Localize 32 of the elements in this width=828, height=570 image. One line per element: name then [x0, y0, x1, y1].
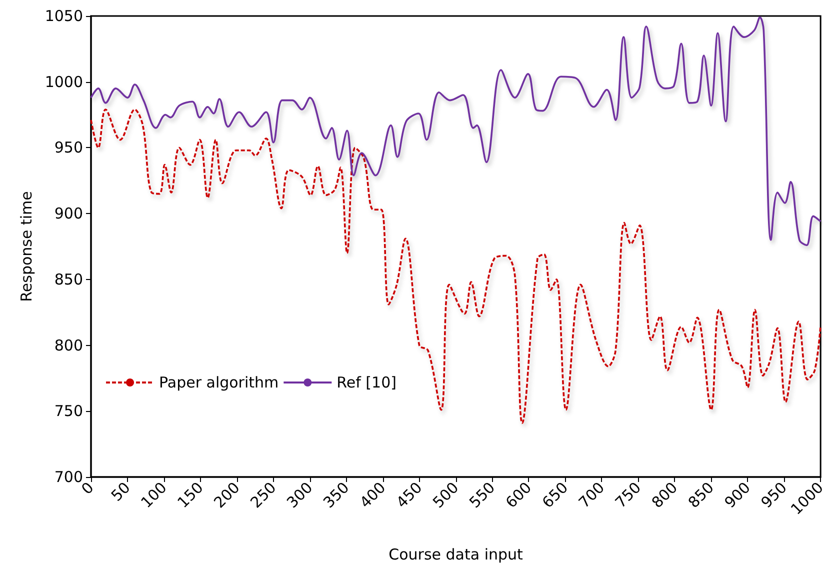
legend-label: Paper algorithm [159, 374, 279, 392]
y-axis-title: Response time [17, 191, 36, 302]
x-tick-label: 400 [356, 478, 390, 512]
y-tick-label: 1050 [44, 7, 83, 25]
line-series [90, 16, 822, 246]
y-tick-label: 950 [54, 138, 83, 157]
x-tick-label: 950 [758, 478, 790, 512]
y-tick-label: 1000 [44, 72, 83, 91]
x-tick-label: 900 [721, 478, 754, 512]
y-tick-label: 850 [54, 270, 83, 288]
x-tick-label: 150 [174, 478, 207, 512]
x-tick-label: 100 [137, 478, 170, 512]
x-tick-label: 700 [575, 478, 608, 512]
x-tick-label: 850 [684, 478, 718, 512]
y-tick-label: 900 [54, 204, 83, 223]
x-tick-label: 300 [283, 478, 316, 512]
x-tick-label: 350 [320, 478, 353, 512]
x-tick-label: 550 [466, 478, 499, 512]
y-tick-label: 750 [54, 402, 83, 420]
x-tick-label: 50 [108, 478, 134, 505]
y-tick-label: 800 [54, 336, 83, 354]
x-tick-label: 200 [210, 478, 244, 512]
x-tick-label: 650 [538, 478, 572, 512]
x-axis-title: Course data input [388, 546, 524, 564]
x-tick-label: 750 [612, 478, 645, 512]
x-tick-label: 600 [502, 478, 536, 512]
x-tick-label: 800 [648, 478, 682, 512]
x-tick-label: 450 [392, 478, 426, 512]
legend-label: Ref [10] [336, 374, 396, 392]
x-tick-label: 500 [429, 478, 462, 512]
x-tick-label: 250 [246, 478, 280, 512]
line-series [90, 108, 822, 424]
